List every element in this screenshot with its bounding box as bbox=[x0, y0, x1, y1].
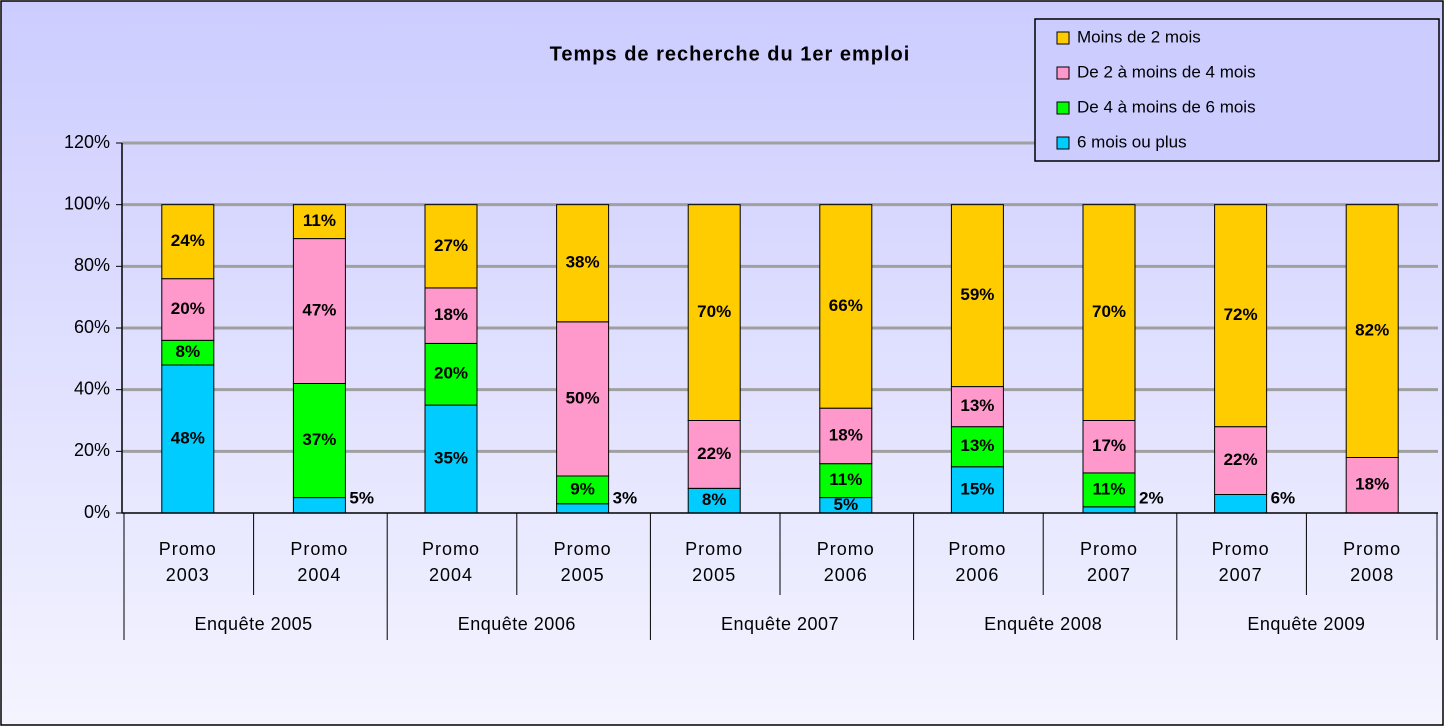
group-label: Enquête 2009 bbox=[1247, 614, 1366, 634]
data-label: 35% bbox=[434, 449, 468, 468]
data-label: 20% bbox=[434, 364, 468, 383]
data-label: 24% bbox=[171, 231, 205, 250]
bar-segment bbox=[1082, 204, 1136, 421]
data-label: 18% bbox=[1355, 475, 1389, 494]
legend-label: 6 mois ou plus bbox=[1077, 132, 1187, 151]
bar-segment bbox=[424, 204, 478, 289]
x-tick-label: Promo 2006 bbox=[948, 539, 1007, 585]
bar-segment bbox=[424, 404, 478, 514]
data-label: 82% bbox=[1355, 321, 1389, 340]
x-tick-label: Promo 2005 bbox=[685, 539, 744, 585]
bar-segment bbox=[424, 342, 478, 406]
bar-segment bbox=[1214, 494, 1268, 514]
legend-swatch bbox=[1056, 101, 1070, 115]
data-label: 72% bbox=[1224, 305, 1258, 324]
data-label: 70% bbox=[697, 302, 731, 321]
x-tick-label: Promo 2008 bbox=[1343, 539, 1402, 585]
y-tick-label: 120% bbox=[64, 132, 110, 152]
x-tick-label: Promo 2003 bbox=[158, 539, 217, 585]
data-label: 18% bbox=[434, 305, 468, 324]
data-label: 11% bbox=[829, 470, 862, 489]
data-label: 22% bbox=[1224, 450, 1258, 469]
bar-segment bbox=[1345, 204, 1399, 458]
data-label: 5% bbox=[834, 495, 859, 514]
bar-segment bbox=[292, 497, 346, 514]
data-label: 66% bbox=[829, 296, 863, 315]
bar-segment bbox=[819, 407, 873, 465]
bar-segment bbox=[161, 339, 215, 366]
y-tick-label: 0% bbox=[84, 502, 110, 522]
data-label: 11% bbox=[1092, 479, 1125, 498]
data-label: 37% bbox=[302, 430, 336, 449]
data-label: 59% bbox=[960, 285, 994, 304]
data-label: 8% bbox=[702, 490, 727, 509]
bar-segment bbox=[292, 204, 346, 240]
x-tick-label: Promo 2004 bbox=[290, 539, 349, 585]
bar-segment bbox=[161, 364, 215, 514]
legend-label: De 2 à moins de 4 mois bbox=[1077, 62, 1256, 81]
bar-segment bbox=[819, 463, 873, 499]
bar-segment bbox=[1345, 457, 1399, 514]
data-label: 13% bbox=[960, 396, 994, 415]
data-label: 8% bbox=[176, 342, 201, 361]
x-tick-label: Promo 2006 bbox=[816, 539, 875, 585]
bar-segment bbox=[1082, 506, 1136, 514]
data-label: 15% bbox=[960, 479, 994, 498]
legend-swatch bbox=[1056, 31, 1070, 45]
legend-swatch bbox=[1056, 66, 1070, 80]
data-label: 47% bbox=[302, 301, 336, 320]
data-label: 13% bbox=[960, 436, 994, 455]
data-label: 27% bbox=[434, 236, 468, 255]
data-label: 38% bbox=[566, 253, 600, 272]
x-tick-label: Promo 2007 bbox=[1211, 539, 1270, 585]
data-label: 9% bbox=[570, 479, 595, 498]
bar-segment bbox=[819, 204, 873, 409]
bar-segment bbox=[1214, 426, 1268, 495]
x-tick-label: Promo 2007 bbox=[1079, 539, 1138, 585]
x-tick-label: Promo 2005 bbox=[553, 539, 612, 585]
legend-box bbox=[1034, 18, 1440, 162]
bar-segment bbox=[687, 487, 741, 514]
bar-segment bbox=[1082, 420, 1136, 474]
bar-segment bbox=[687, 420, 741, 489]
x-tick-label: Promo 2004 bbox=[421, 539, 480, 585]
data-label: 11% bbox=[303, 211, 336, 230]
data-label: 3% bbox=[613, 488, 638, 507]
chart-title: Temps de recherche du 1er emploi bbox=[550, 43, 911, 65]
bar-segment bbox=[950, 204, 1004, 388]
bar-segment bbox=[161, 204, 215, 280]
y-tick-label: 60% bbox=[74, 317, 110, 337]
legend-swatch bbox=[1056, 136, 1070, 150]
data-label: 5% bbox=[349, 488, 374, 507]
group-label: Enquête 2006 bbox=[457, 614, 576, 634]
data-label: 6% bbox=[1271, 488, 1296, 507]
bar-segment bbox=[556, 321, 610, 477]
legend-label: De 4 à moins de 6 mois bbox=[1077, 97, 1256, 116]
group-label: Enquête 2005 bbox=[194, 614, 313, 634]
bar-segment bbox=[556, 204, 610, 323]
data-label: 50% bbox=[566, 388, 600, 407]
bar-segment bbox=[424, 287, 478, 344]
bar-segment bbox=[1214, 204, 1268, 428]
data-label: 22% bbox=[697, 444, 731, 463]
group-label: Enquête 2008 bbox=[984, 614, 1103, 634]
data-label: 70% bbox=[1092, 302, 1126, 321]
data-label: 2% bbox=[1139, 488, 1164, 507]
group-label: Enquête 2007 bbox=[720, 614, 840, 634]
y-tick-label: 20% bbox=[74, 440, 110, 460]
y-tick-label: 100% bbox=[64, 193, 110, 213]
data-label: 18% bbox=[829, 425, 863, 444]
data-label: 17% bbox=[1092, 436, 1126, 455]
legend-label: Moins de 2 mois bbox=[1077, 27, 1201, 46]
bar-segment bbox=[161, 278, 215, 341]
y-tick-label: 40% bbox=[74, 378, 110, 398]
bar-segment bbox=[556, 503, 610, 514]
data-label: 48% bbox=[171, 428, 205, 447]
y-tick-label: 80% bbox=[74, 255, 110, 275]
bar-segment bbox=[687, 204, 741, 421]
data-label: 20% bbox=[171, 299, 205, 318]
